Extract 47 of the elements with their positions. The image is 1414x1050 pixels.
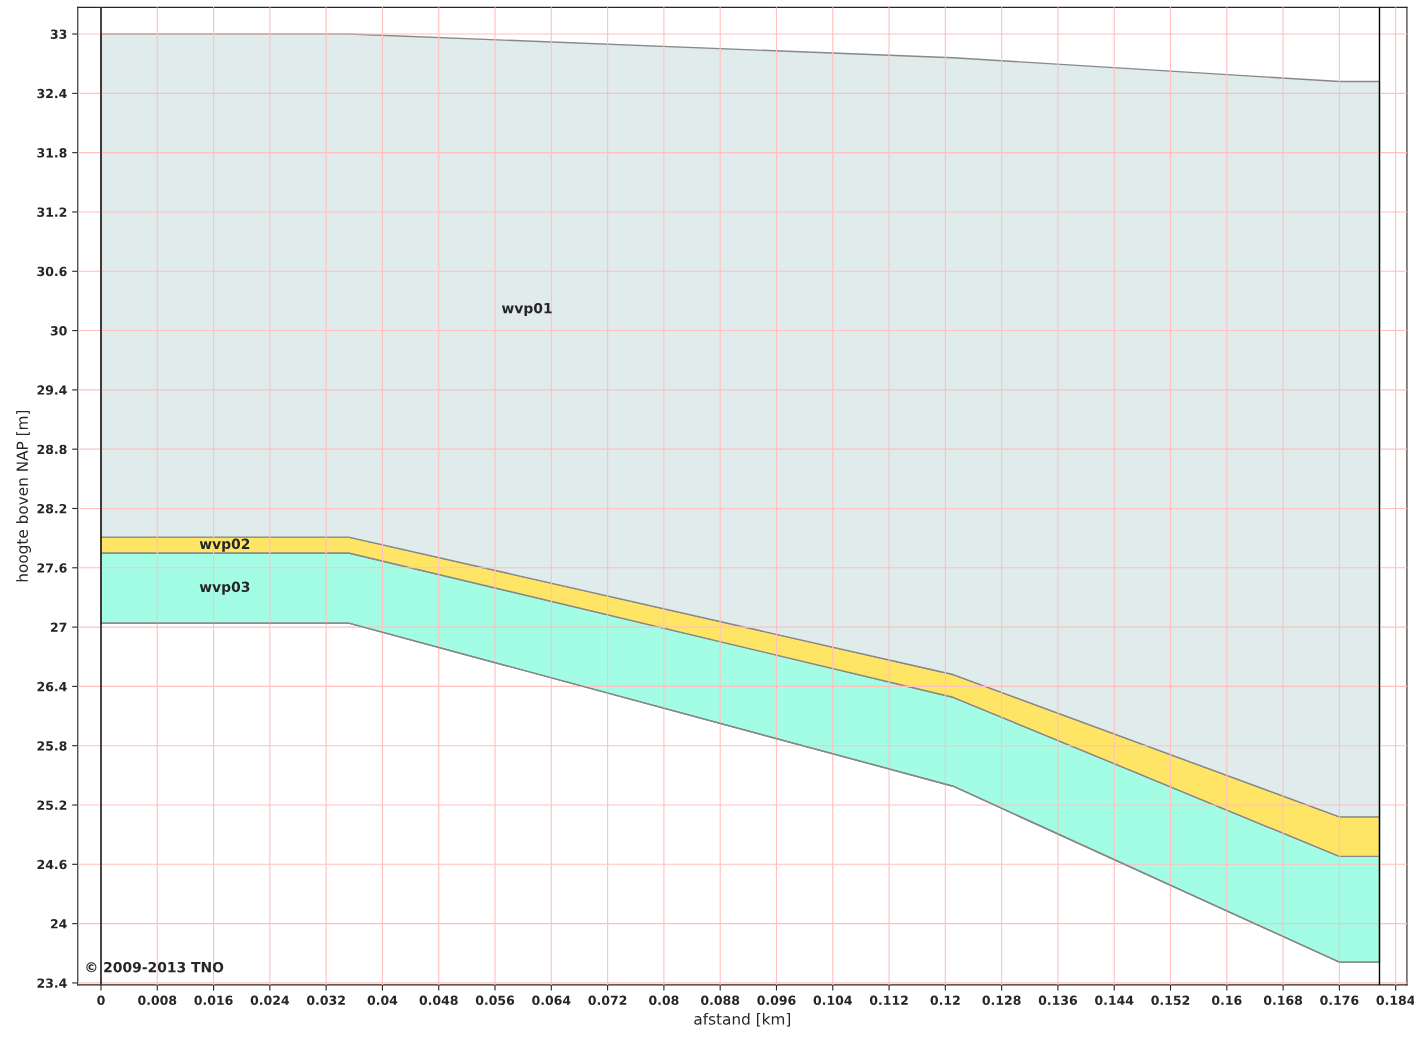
x-tick-label: 0.072 xyxy=(588,995,627,1005)
x-tick-label: 0.056 xyxy=(475,995,515,1005)
y-tick-label: 25.2 xyxy=(37,800,67,810)
x-tick-label: 0.096 xyxy=(757,995,796,1005)
x-axis-title: afstand [km] xyxy=(694,1012,791,1027)
series-label: wvp02 xyxy=(199,538,250,552)
series-label: wvp03 xyxy=(199,581,250,595)
x-tick-label: 0.152 xyxy=(1151,995,1190,1005)
series-label: wvp01 xyxy=(501,302,552,317)
x-tick-label: 0.088 xyxy=(701,995,740,1005)
x-tick-label: 0.176 xyxy=(1320,995,1359,1005)
x-tick-label: 0.128 xyxy=(982,995,1021,1005)
x-tick-label: 0 xyxy=(97,995,105,1005)
x-tick-label: 0.16 xyxy=(1211,995,1242,1005)
y-tick-label: 30 xyxy=(50,326,67,336)
y-tick-label: 28.8 xyxy=(37,444,67,455)
x-tick-label: 0.112 xyxy=(869,995,908,1005)
x-tick-label: 0.136 xyxy=(1038,995,1078,1005)
y-tick-label: 26.4 xyxy=(37,681,67,692)
x-tick-label: 0.12 xyxy=(930,995,960,1005)
x-tick-label: 0.04 xyxy=(367,995,398,1005)
x-tick-label: 0.016 xyxy=(194,995,233,1005)
x-tick-label: 0.024 xyxy=(250,995,290,1005)
y-tick-label: 25.8 xyxy=(37,741,67,751)
y-tick-label: 24.6 xyxy=(37,859,67,870)
y-axis-title: hoogte boven NAP [m] xyxy=(16,410,31,582)
y-tick-label: 31.8 xyxy=(37,148,67,158)
x-tick-label: 0.08 xyxy=(649,995,679,1005)
y-tick-label: 29.4 xyxy=(37,385,67,395)
y-tick-label: 30.6 xyxy=(37,266,67,277)
y-tick-label: 27 xyxy=(50,622,67,632)
y-tick-label: 27.6 xyxy=(37,563,67,573)
y-tick-label: 24 xyxy=(50,919,67,929)
x-tick-label: 0.008 xyxy=(138,995,177,1005)
x-tick-label: 0.184 xyxy=(1376,995,1414,1005)
x-tick-label: 0.032 xyxy=(306,995,345,1005)
y-tick-label: 28.2 xyxy=(37,503,67,514)
y-tick-label: 31.2 xyxy=(37,207,67,217)
y-tick-label: 23.4 xyxy=(37,978,67,988)
x-tick-label: 0.104 xyxy=(813,995,852,1005)
y-tick-label: 33 xyxy=(50,29,67,39)
x-tick-label: 0.064 xyxy=(532,995,571,1005)
x-tick-label: 0.168 xyxy=(1263,995,1303,1005)
x-tick-label: 0.144 xyxy=(1095,995,1134,1005)
x-tick-label: 0.048 xyxy=(419,995,458,1005)
annotation: © 2009-2013 TNO xyxy=(86,961,224,973)
y-tick-label: 32.4 xyxy=(37,88,67,99)
